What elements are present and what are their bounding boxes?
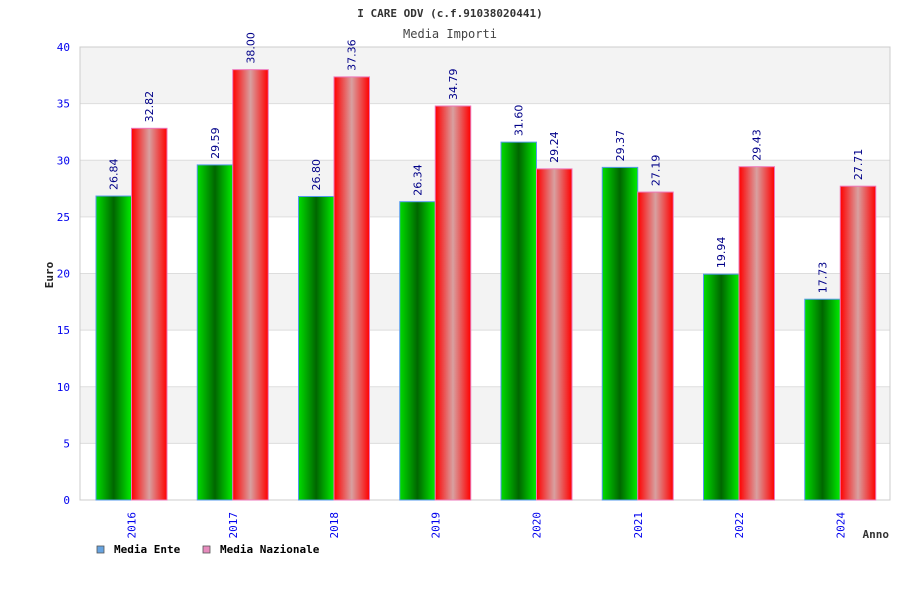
data-label: 17.73 bbox=[817, 262, 830, 294]
data-label: 26.84 bbox=[108, 159, 121, 191]
y-tick-label: 0 bbox=[63, 494, 70, 507]
legend-label-media-ente: Media Ente bbox=[114, 543, 181, 556]
data-label: 26.34 bbox=[412, 164, 425, 196]
x-tick-label: 2022 bbox=[733, 512, 746, 539]
y-tick-label: 35 bbox=[57, 98, 70, 111]
x-tick-label: 2019 bbox=[429, 512, 442, 539]
bar-media-nazionale bbox=[839, 185, 877, 501]
y-tick-label: 10 bbox=[57, 381, 70, 394]
bar-media-ente bbox=[196, 164, 234, 501]
data-label: 29.59 bbox=[209, 127, 222, 159]
y-tick-label: 15 bbox=[57, 324, 70, 337]
data-label: 29.43 bbox=[751, 129, 764, 161]
plot-area-border bbox=[79, 46, 891, 501]
bar-media-nazionale bbox=[637, 191, 674, 501]
chart-subtitle: Media Importi bbox=[403, 27, 497, 41]
legend: Media Ente Media Nazionale bbox=[96, 543, 320, 556]
data-label: 38.00 bbox=[245, 32, 258, 64]
data-label: 37.36 bbox=[346, 39, 359, 71]
bar-media-ente bbox=[500, 141, 537, 501]
data-label: 29.37 bbox=[614, 130, 627, 162]
y-tick-label: 5 bbox=[63, 437, 70, 450]
bar-media-ente bbox=[601, 166, 639, 501]
y-tick-label: 30 bbox=[57, 154, 70, 167]
x-axis-label: Anno bbox=[863, 528, 890, 541]
y-tick-label: 20 bbox=[57, 268, 70, 281]
x-tick-label: 2020 bbox=[531, 512, 544, 539]
chart-title: I CARE ODV (c.f.91038020441) bbox=[357, 7, 542, 20]
data-label: 29.24 bbox=[548, 131, 561, 163]
bar-media-nazionale bbox=[131, 127, 168, 501]
x-tick-label: 2017 bbox=[227, 512, 240, 539]
bar-media-nazionale bbox=[738, 166, 775, 501]
legend-label-media-nazionale: Media Nazionale bbox=[220, 543, 320, 556]
bar-media-ente bbox=[95, 195, 132, 501]
y-axis-label: Euro bbox=[43, 261, 56, 288]
bar-media-nazionale bbox=[333, 76, 370, 501]
bar-media-ente bbox=[298, 195, 335, 501]
bar-media-nazionale bbox=[536, 168, 573, 501]
x-tick-label: 2024 bbox=[834, 512, 847, 539]
legend-swatch-media-ente bbox=[96, 545, 105, 554]
data-label: 19.94 bbox=[715, 237, 728, 269]
y-tick-label: 40 bbox=[57, 41, 70, 54]
y-tick-label: 25 bbox=[57, 211, 70, 224]
x-tick-label: 2021 bbox=[632, 512, 645, 539]
x-tick-label: 2016 bbox=[126, 512, 139, 539]
bar-media-nazionale bbox=[434, 105, 472, 501]
data-label: 27.71 bbox=[852, 149, 865, 181]
bar-media-ente bbox=[804, 298, 841, 501]
grid-band bbox=[80, 103, 890, 161]
data-label: 26.80 bbox=[310, 159, 323, 191]
x-tick-label: 2018 bbox=[328, 512, 341, 539]
bar-media-ente bbox=[703, 273, 740, 501]
legend-swatch-media-nazionale bbox=[202, 545, 211, 554]
data-label: 27.19 bbox=[650, 155, 663, 187]
data-label: 31.60 bbox=[513, 105, 526, 137]
data-label: 32.82 bbox=[143, 91, 156, 123]
bar-media-ente bbox=[399, 201, 436, 501]
bar-media-nazionale bbox=[232, 69, 269, 501]
grid-band bbox=[80, 47, 890, 104]
data-label: 34.79 bbox=[447, 69, 460, 101]
